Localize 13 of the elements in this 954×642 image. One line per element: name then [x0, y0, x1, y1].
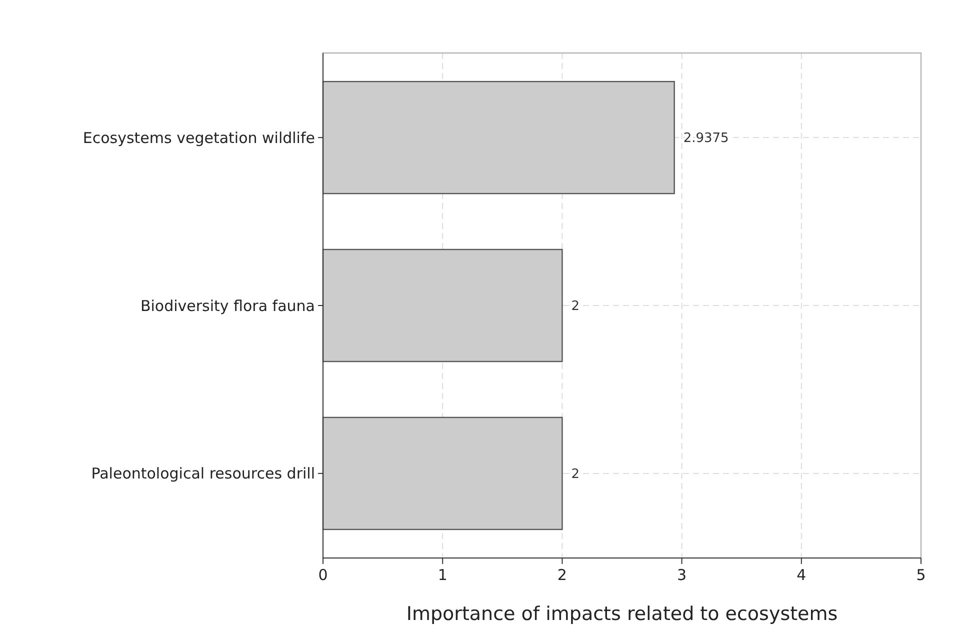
y-tick-label: Biodiversity flora fauna [140, 296, 315, 315]
data-label: 2 [571, 299, 580, 314]
x-tick-label: 4 [796, 566, 806, 584]
x-tick-label: 2 [557, 566, 567, 584]
x-tick-label: 0 [318, 566, 328, 584]
x-tick-label: 5 [916, 566, 926, 584]
data-label: 2 [571, 466, 580, 482]
y-tick-label: Ecosystems vegetation wildlife [82, 128, 315, 147]
x-tick-label: 1 [438, 566, 448, 584]
y-tick-label: Paleontological resources drill [91, 464, 315, 483]
data-label: 2.9375 [683, 131, 729, 146]
x-axis-title: Importance of impacts related to ecosystems [406, 603, 838, 625]
x-tick-label: 3 [677, 566, 687, 584]
